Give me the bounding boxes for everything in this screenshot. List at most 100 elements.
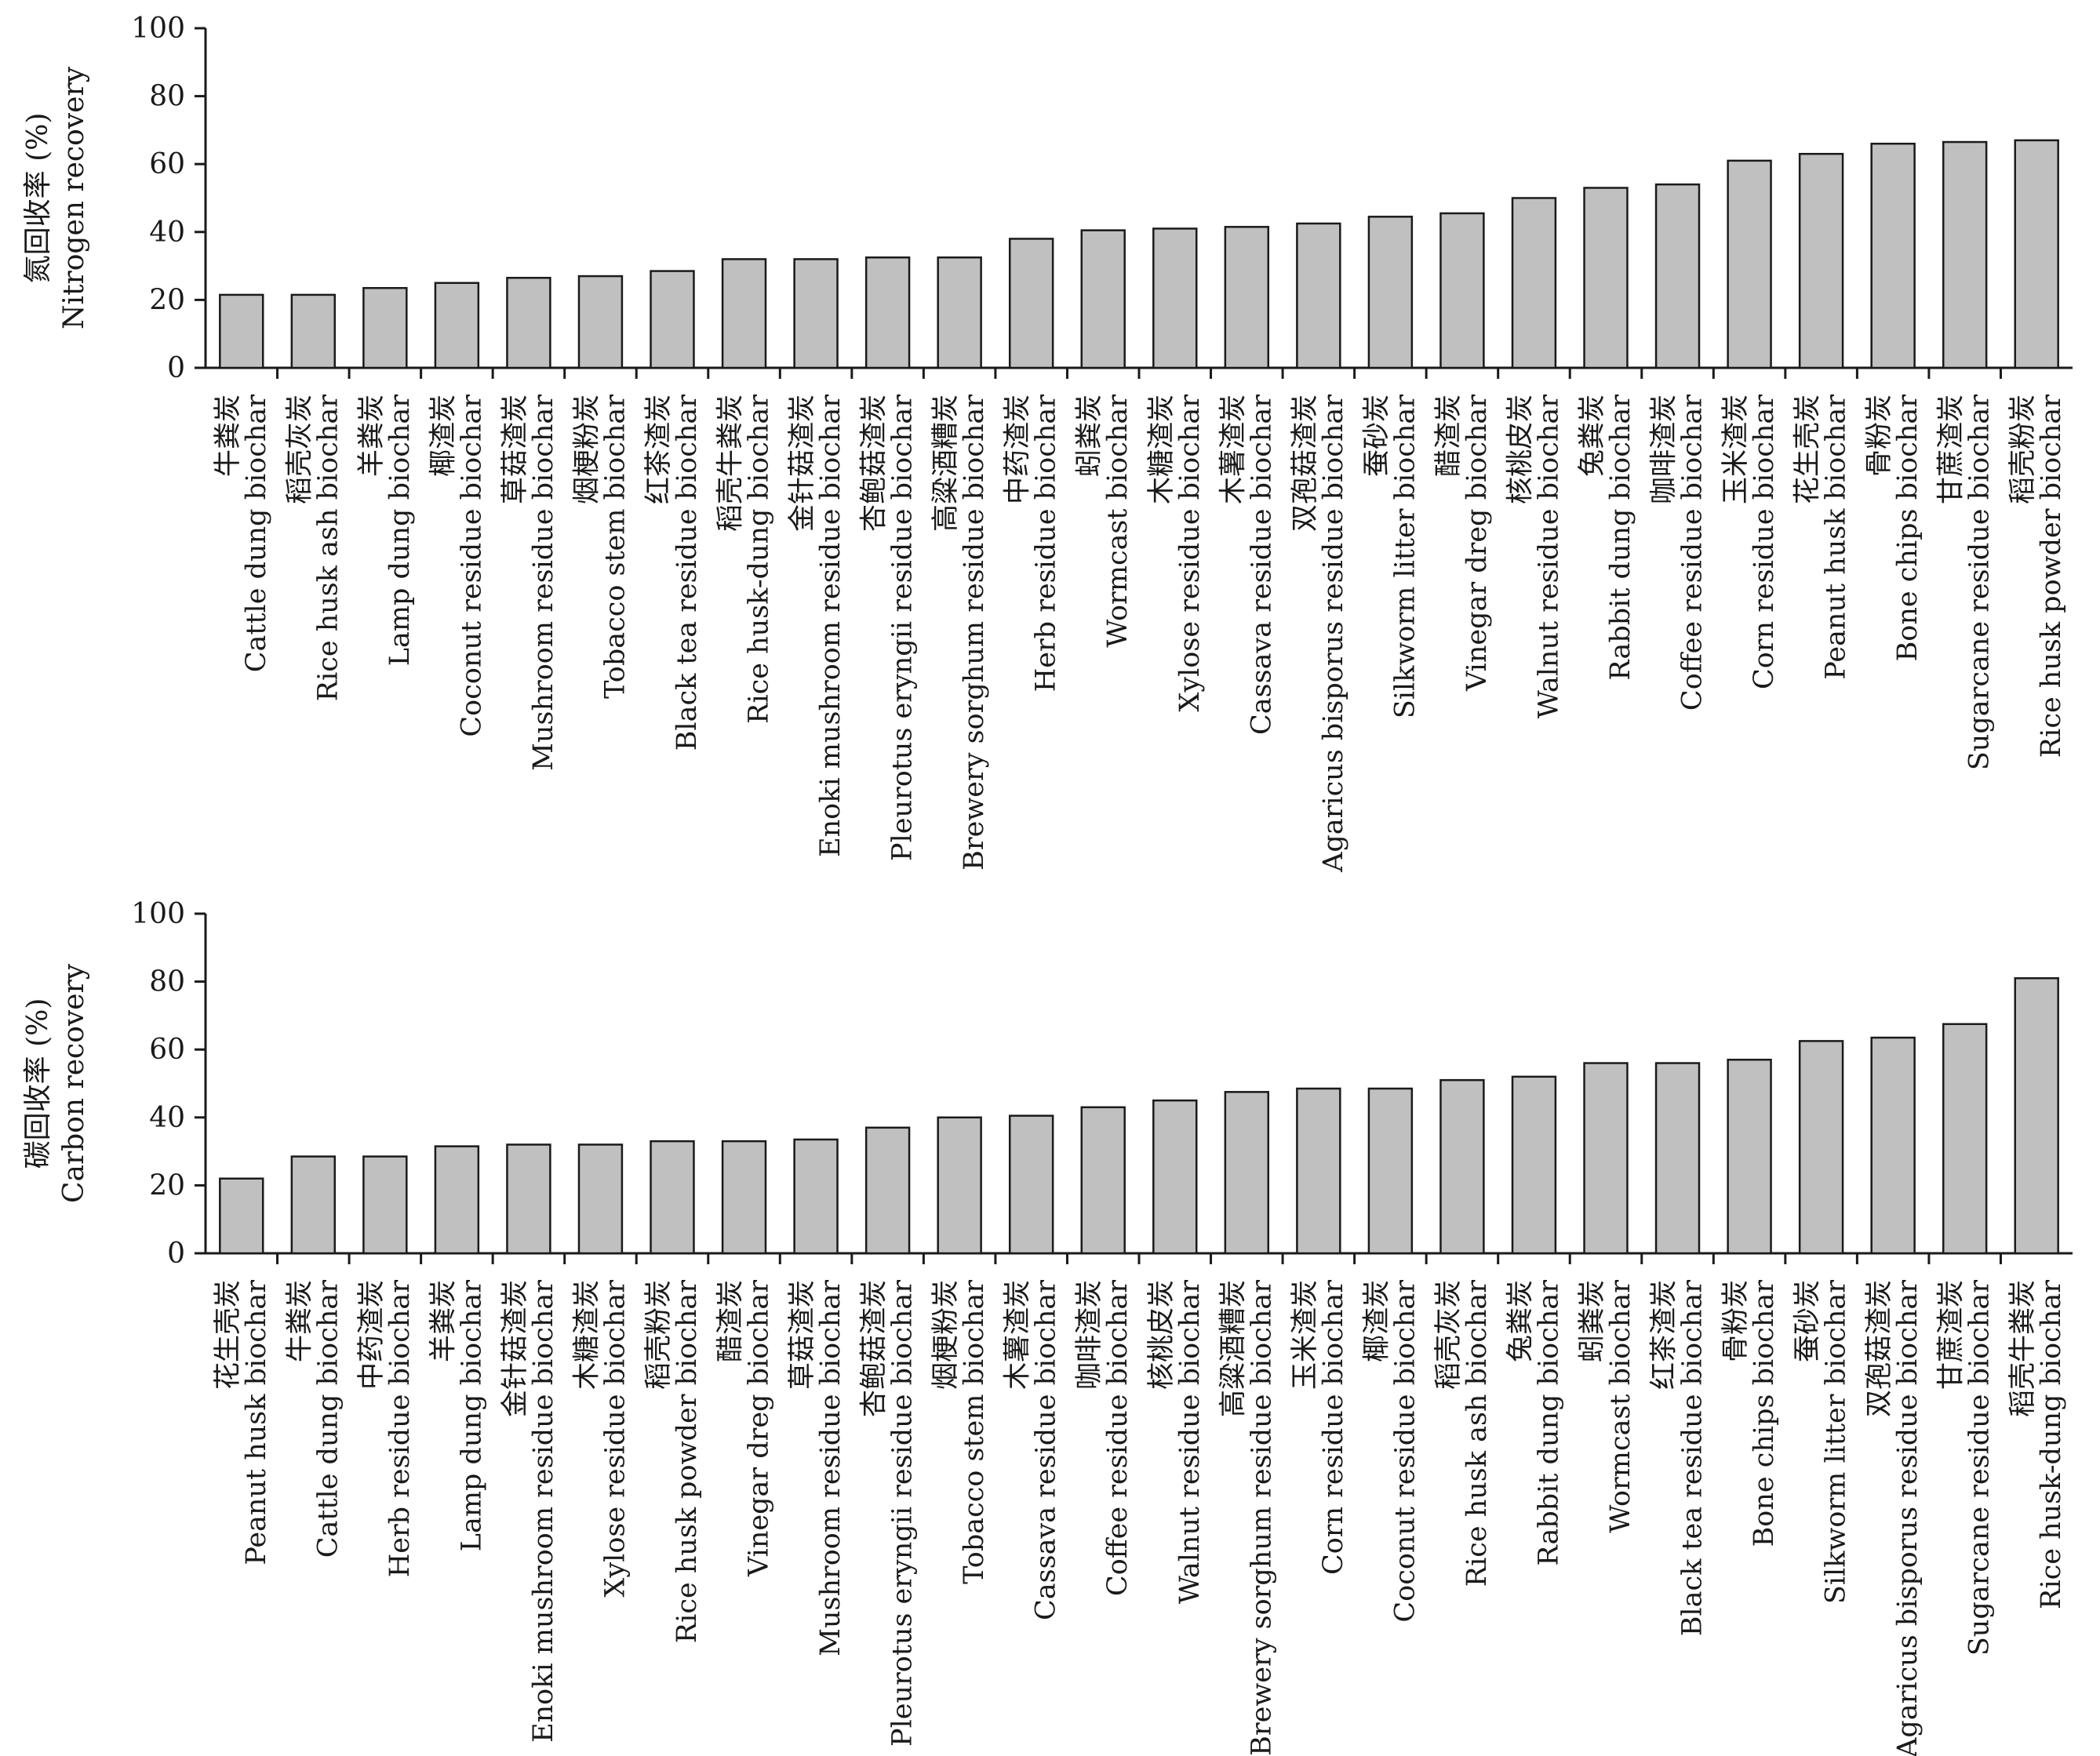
nitrogen-category-label-zh: 醋渣炭 (1433, 394, 1465, 477)
nitrogen-category-label-en: Rice husk-dung biochar (744, 394, 775, 724)
nitrogen-bar (1942, 140, 1988, 369)
nitrogen-category-label-zh: 玉米渣炭 (1720, 394, 1752, 504)
nitrogen-category-label-en: Herb residue biochar (1031, 394, 1062, 693)
nitrogen-category-label-en: Rice husk powder biochar (2036, 394, 2067, 758)
nitrogen-category-label-zh: 咖啡渣炭 (1649, 394, 1680, 504)
carbon-y-tick-label: 0 (167, 1238, 185, 1270)
nitrogen-category-label-en: Corn residue biochar (1749, 394, 1780, 689)
carbon-category-label-zh: 中药渣炭 (356, 1280, 388, 1390)
carbon-category-label-en: Xylose residue biochar (599, 1280, 631, 1598)
nitrogen-category-label-en: Pleurotus eryngii residue biochar (887, 394, 919, 861)
nitrogen-category-label-en: Black tea residue biochar (671, 394, 703, 751)
carbon-category-label-en: Agaricus bisporus residue biochar (1892, 1280, 1923, 1756)
nitrogen-category-label-en: Cassava residue biochar (1246, 394, 1277, 735)
carbon-category-label-zh: 羊粪炭 (428, 1280, 459, 1362)
nitrogen-bar (1080, 229, 1126, 369)
nitrogen-category-label-zh: 牛粪炭 (213, 394, 244, 477)
nitrogen-y-tick-label: 60 (149, 148, 185, 180)
nitrogen-category-label-zh: 木糖渣炭 (1146, 394, 1177, 504)
carbon-category-label-en: Coffee residue biochar (1102, 1280, 1134, 1596)
nitrogen-category-label-en: Silkworm litter biochar (1389, 394, 1421, 718)
carbon-category-label-zh: 玉米渣炭 (1290, 1280, 1321, 1390)
nitrogen-y-tick-label: 40 (149, 216, 185, 249)
nitrogen-recovery-chart: 0 20 40 60 80 100 氮回收率 (%) Nitrogen recovery 牛粪炭… (22, 13, 2073, 873)
nitrogen-bar (506, 277, 551, 369)
carbon-bar (721, 1140, 767, 1255)
carbon-category-label-zh: 稻壳牛粪炭 (2007, 1280, 2039, 1417)
carbon-bar (793, 1138, 839, 1255)
carbon-category-label-zh: 双孢菇渣炭 (1864, 1280, 1895, 1417)
nitrogen-bar (290, 293, 337, 369)
nitrogen-category-label-zh: 双孢菇渣炭 (1290, 394, 1321, 532)
nitrogen-bar (1583, 187, 1629, 369)
carbon-category-label-zh: 草菇渣炭 (787, 1280, 818, 1390)
nitrogen-bar (219, 293, 264, 369)
carbon-bar (1798, 1040, 1844, 1255)
carbon-category-label-zh: 牛粪炭 (284, 1280, 315, 1362)
nitrogen-category-label-zh: 花生壳炭 (1792, 394, 1824, 504)
nitrogen-category-label-en: Mushroom residue biochar (528, 394, 559, 771)
carbon-category-label-en: Tobacco stem biochar (959, 1280, 990, 1584)
carbon-category-label-zh: 花生壳炭 (213, 1280, 244, 1390)
carbon-category-label-en: Cattle dung biochar (312, 1280, 344, 1558)
carbon-category-label-zh: 核桃皮炭 (1146, 1280, 1177, 1390)
nitrogen-category-label-en: Tobacco stem biochar (599, 394, 631, 699)
nitrogen-bar (1870, 142, 1916, 369)
carbon-bar (1008, 1114, 1054, 1255)
nitrogen-bar (1798, 152, 1844, 369)
nitrogen-bar (721, 258, 767, 369)
carbon-category-label-zh: 稻壳灰炭 (1433, 1280, 1465, 1390)
carbon-category-label-zh: 醋渣炭 (715, 1280, 747, 1362)
nitrogen-y-axis-label-line: 氮回收率 (%) (22, 113, 54, 284)
carbon-category-label-en: Silkworm litter biochar (1821, 1280, 1852, 1604)
carbon-bar (506, 1143, 551, 1255)
nitrogen-bar (2014, 139, 2059, 369)
nitrogen-bar (1439, 212, 1485, 369)
carbon-bar (434, 1145, 480, 1255)
carbon-category-label-en: Rice husk powder biochar (671, 1280, 703, 1643)
carbon-bar (290, 1155, 337, 1255)
carbon-y-axis-label: 碳回收率 (%) Carbon recovery (22, 963, 90, 1203)
nitrogen-category-label-zh: 蚕砂炭 (1361, 394, 1392, 477)
nitrogen-category-label-en: Enoki mushroom residue biochar (815, 394, 846, 857)
carbon-bar (577, 1143, 624, 1255)
nitrogen-y-tick-label: 0 (167, 352, 185, 384)
carbon-category-label-zh: 杏鲍菇渣炭 (859, 1280, 890, 1417)
nitrogen-category-label-zh: 兔粪炭 (1577, 394, 1608, 477)
carbon-category-label-en: Rice husk-dung biochar (2036, 1280, 2067, 1609)
carbon-bar (1942, 1023, 1988, 1255)
carbon-category-label-zh: 甘蔗渣炭 (1936, 1280, 1967, 1390)
nitrogen-category-label-zh: 高粱酒糟炭 (930, 394, 962, 532)
nitrogen-y-axis-label: 氮回收率 (%) Nitrogen recovery (22, 66, 90, 329)
carbon-category-label-en: Brewery sorghum residue biochar (1246, 1280, 1277, 1756)
nitrogen-category-label-zh: 红茶渣炭 (643, 394, 675, 504)
nitrogen-bar (937, 256, 982, 369)
carbon-bar (937, 1116, 982, 1255)
carbon-category-label-en: Rice husk ash biochar (1461, 1280, 1493, 1587)
nitrogen-y-axis-label-line: Nitrogen recovery (58, 66, 90, 329)
nitrogen-category-label-zh: 草菇渣炭 (500, 394, 531, 504)
nitrogen-category-label-en: Agaricus bisporus residue biochar (1318, 394, 1349, 873)
nitrogen-bar (577, 274, 624, 369)
